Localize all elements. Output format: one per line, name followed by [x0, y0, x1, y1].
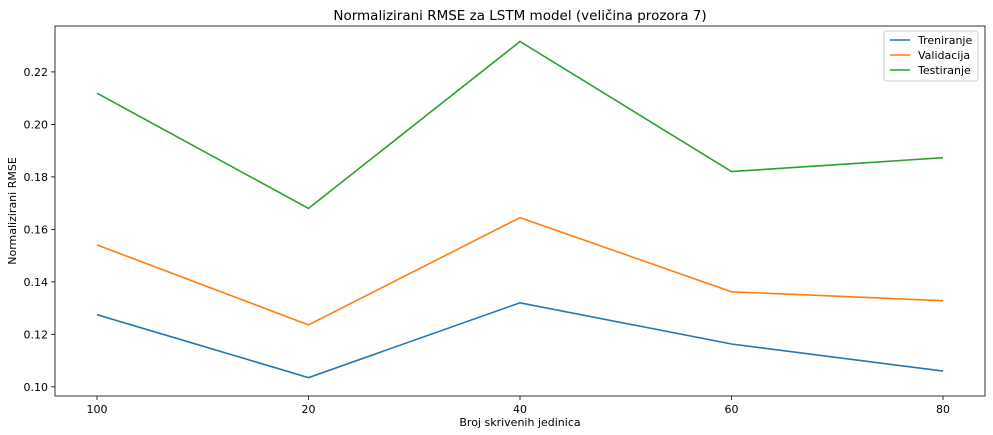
legend-box: [883, 30, 979, 82]
series-line-testiranje: [96, 40, 944, 210]
y-tick-label: 0.18: [24, 171, 49, 184]
y-tick-label: 0.20: [24, 118, 49, 131]
y-axis: 0.10 0.12 0.14 0.16 0.18 0.20 0.22: [24, 66, 55, 394]
y-tick-label: 0.14: [24, 276, 49, 289]
y-axis-label: Normalizirani RMSE: [6, 157, 19, 265]
x-tick-label: 80: [936, 403, 950, 416]
x-axis-label: Broj skrivenih jedinica: [459, 416, 580, 429]
plot-area: [54, 25, 986, 397]
x-tick-label: 60: [725, 403, 739, 416]
legend-label: Validacija: [918, 49, 970, 62]
x-tick-label: 20: [302, 403, 316, 416]
legend-label: Testiranje: [917, 64, 971, 77]
y-tick-label: 0.12: [24, 328, 49, 341]
series-line-treniranje: [96, 301, 944, 379]
legend: Treniranje Validacija Testiranje: [883, 30, 979, 82]
y-tick-label: 0.10: [24, 381, 49, 394]
series-line-validacija: [96, 216, 944, 326]
series-lines: [96, 40, 944, 379]
y-tick-label: 0.16: [24, 223, 49, 236]
legend-label: Treniranje: [917, 34, 972, 47]
y-tick-label: 0.22: [24, 66, 49, 79]
x-axis: 100 20 40 60 80: [87, 396, 950, 416]
chart-title: Normalizirani RMSE za LSTM model (veliči…: [333, 8, 706, 24]
x-tick-label: 100: [87, 403, 108, 416]
x-tick-label: 40: [513, 403, 527, 416]
